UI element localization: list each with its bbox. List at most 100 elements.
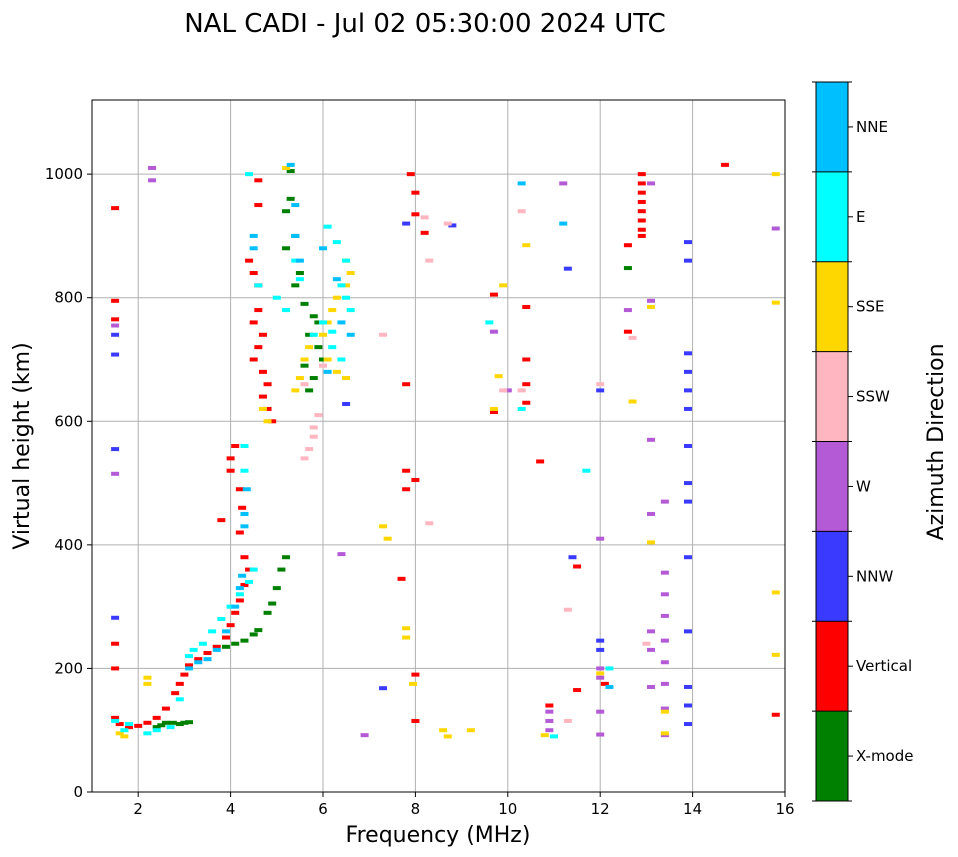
point-e: [124, 722, 133, 727]
point-vertical: [489, 410, 498, 415]
point-x-mode: [314, 320, 323, 325]
point-sse: [282, 165, 291, 170]
point-vertical: [637, 218, 646, 223]
point-nnw: [342, 401, 351, 406]
colorbar-segment-nne: [816, 82, 848, 172]
point-vertical: [111, 206, 120, 211]
point-vertical: [637, 209, 646, 214]
point-e: [291, 258, 300, 263]
point-sse: [402, 635, 411, 640]
point-nnw: [683, 629, 692, 634]
point-nnw: [563, 266, 572, 271]
point-w: [660, 706, 669, 711]
y-tick-label: 400: [54, 536, 83, 554]
point-sse: [319, 332, 327, 337]
point-w: [545, 709, 554, 714]
point-x-mode: [300, 363, 309, 368]
colorbar-segment-sse: [816, 261, 848, 352]
x-tick-label: 2: [133, 800, 143, 818]
point-e: [342, 295, 351, 300]
point-e: [120, 728, 129, 733]
point-sse: [323, 320, 332, 325]
point-e: [342, 258, 351, 263]
point-vertical: [411, 190, 420, 195]
point-e: [328, 345, 337, 350]
point-sse: [379, 524, 388, 529]
point-nnw: [683, 684, 692, 689]
point-vertical: [231, 444, 240, 448]
point-sse: [596, 671, 605, 676]
point-w: [660, 592, 669, 597]
point-e: [240, 444, 249, 448]
point-nnw: [111, 615, 120, 620]
point-x-mode: [286, 169, 295, 174]
point-nnw: [683, 406, 692, 411]
point-w: [623, 308, 632, 313]
point-vertical: [235, 487, 244, 492]
point-vertical: [254, 203, 263, 208]
point-nne: [605, 684, 614, 689]
point-w: [660, 660, 669, 665]
point-e: [143, 731, 152, 736]
point-vertical: [411, 477, 420, 482]
point-e: [328, 329, 337, 334]
point-e: [485, 320, 494, 325]
colorbar-segment-e: [816, 171, 848, 262]
point-ssw: [309, 434, 318, 439]
point-sse: [383, 536, 392, 541]
point-ssw: [300, 382, 309, 387]
chart-title: NAL CADI - Jul 02 05:30:00 2024 UTC: [184, 9, 666, 39]
point-vertical: [240, 583, 249, 588]
point-sse: [540, 733, 549, 738]
point-vertical: [573, 564, 582, 569]
y-tick-label: 800: [54, 289, 83, 307]
point-sse: [628, 399, 637, 404]
point-vertical: [175, 681, 184, 686]
point-vertical: [720, 162, 729, 167]
point-sse: [328, 308, 337, 313]
point-vertical: [771, 712, 780, 717]
point-e: [166, 725, 175, 730]
point-sse: [332, 369, 341, 374]
point-vertical: [245, 567, 254, 572]
point-e: [332, 240, 341, 245]
point-vertical: [203, 650, 212, 655]
x-tick-label: 12: [591, 800, 610, 818]
point-sse: [342, 283, 351, 288]
point-vertical: [249, 271, 258, 275]
x-axis-label: Frequency (MHz): [346, 823, 531, 848]
point-vertical: [249, 320, 258, 325]
x-tick-label: 4: [226, 800, 236, 818]
point-x-mode: [309, 314, 318, 319]
point-e: [240, 468, 249, 473]
point-vertical: [397, 576, 406, 581]
point-nnw: [596, 647, 605, 652]
point-w: [647, 684, 656, 689]
point-e: [282, 308, 291, 313]
point-vertical: [240, 555, 249, 560]
point-w: [337, 552, 346, 557]
point-vertical: [217, 518, 226, 523]
point-ssw: [319, 363, 327, 368]
point-e: [249, 567, 258, 572]
point-sse: [771, 172, 780, 177]
point-vertical: [522, 304, 531, 309]
colorbar-tick-label: NNW: [856, 567, 893, 585]
point-vertical: [111, 641, 120, 646]
point-w: [647, 629, 656, 634]
point-e: [208, 629, 217, 634]
point-sse: [263, 419, 272, 424]
point-e: [272, 295, 281, 300]
point-sse: [305, 345, 314, 350]
point-vertical: [573, 688, 582, 693]
point-nne: [221, 629, 230, 634]
point-nne: [203, 657, 212, 662]
point-vertical: [263, 382, 272, 387]
point-ssw: [642, 641, 651, 646]
point-x-mode: [263, 610, 272, 615]
point-sse: [291, 388, 300, 393]
point-nne: [559, 221, 568, 226]
point-sse: [522, 243, 531, 248]
point-w: [647, 437, 656, 442]
point-x-mode: [268, 601, 277, 606]
